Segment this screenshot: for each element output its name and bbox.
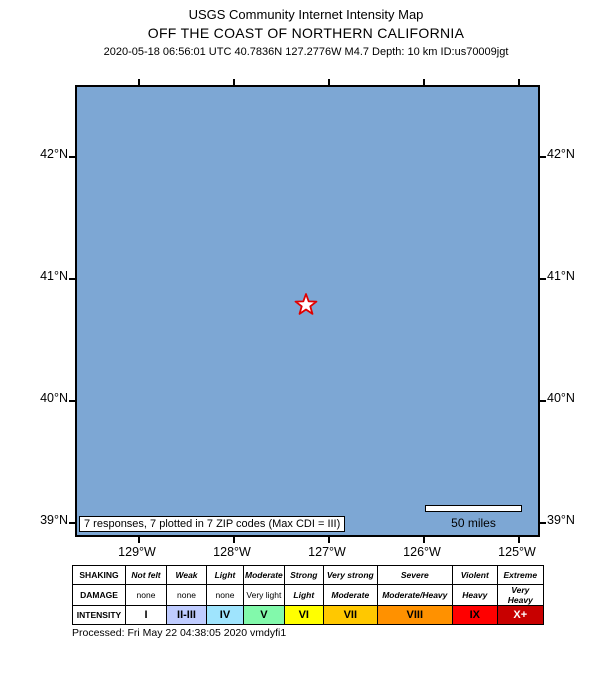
intensity-legend-table: SHAKING Not felt Weak Light Moderate Str…	[72, 565, 544, 625]
lat-label-right: 41°N	[547, 269, 575, 283]
legend-row-shaking: SHAKING Not felt Weak Light Moderate Str…	[72, 565, 544, 585]
legend-damage-cell: Moderate/Heavy	[376, 584, 453, 606]
legend-shaking-cell: Weak	[166, 565, 207, 585]
legend-damage-cell: Heavy	[451, 584, 498, 606]
lon-tick	[518, 79, 520, 85]
epicenter-star-icon	[294, 293, 318, 317]
legend-intensity-cell: VII	[322, 605, 378, 625]
legend-intensity-cell: X+	[496, 605, 544, 625]
legend-intensity-cell: VI	[283, 605, 324, 625]
lat-label-right: 40°N	[547, 391, 575, 405]
legend-row-label: SHAKING	[72, 565, 126, 585]
legend-shaking-cell: Severe	[376, 565, 453, 585]
map-scale-bar	[425, 505, 522, 512]
legend-damage-cell: none	[206, 584, 244, 606]
legend-shaking-cell: Strong	[283, 565, 324, 585]
legend-damage-cell: Light	[283, 584, 324, 606]
event-info-line: 2020-05-18 06:56:01 UTC 40.7836N 127.277…	[103, 46, 509, 58]
legend-shaking-cell: Moderate	[243, 565, 285, 585]
legend-row-damage: DAMAGE none none none Very light Light M…	[72, 584, 544, 606]
lon-tick	[518, 537, 520, 543]
lon-tick	[328, 79, 330, 85]
lat-tick	[540, 522, 546, 524]
lon-label: 126°W	[403, 545, 441, 559]
lat-tick	[69, 400, 75, 402]
lat-label-left: 39°N	[40, 513, 68, 527]
lon-tick	[233, 79, 235, 85]
map-canvas: 7 responses, 7 plotted in 7 ZIP codes (M…	[69, 79, 546, 543]
lat-tick	[69, 522, 75, 524]
legend-row-label: INTENSITY	[72, 605, 126, 625]
legend-row-intensity: INTENSITY I II-III IV V VI VII VIII IX X…	[72, 605, 544, 625]
legend-shaking-cell: Extreme	[496, 565, 544, 585]
legend-shaking-cell: Very strong	[322, 565, 378, 585]
processed-timestamp: Processed: Fri May 22 04:38:05 2020 vmdy…	[72, 627, 287, 639]
legend-damage-cell: none	[125, 584, 167, 606]
lon-label: 125°W	[498, 545, 536, 559]
legend-damage-cell: Very Heavy	[496, 584, 544, 606]
event-region-title: OFF THE COAST OF NORTHERN CALIFORNIA	[147, 25, 465, 41]
legend-shaking-cell: Violent	[451, 565, 498, 585]
lon-tick	[138, 537, 140, 543]
responses-summary-box: 7 responses, 7 plotted in 7 ZIP codes (M…	[79, 516, 346, 532]
legend-intensity-cell: VIII	[376, 605, 453, 625]
page-title: USGS Community Internet Intensity Map	[188, 7, 424, 22]
lon-label: 128°W	[213, 545, 251, 559]
legend-damage-cell: none	[166, 584, 207, 606]
lat-label-right: 42°N	[547, 147, 575, 161]
legend-row-label: DAMAGE	[72, 584, 126, 606]
legend-damage-cell: Very light	[243, 584, 285, 606]
lat-tick	[540, 156, 546, 158]
legend-damage-cell: Moderate	[322, 584, 378, 606]
lon-tick	[233, 537, 235, 543]
lat-label-right: 39°N	[547, 513, 575, 527]
lat-tick	[69, 278, 75, 280]
legend-intensity-cell: I	[125, 605, 167, 625]
legend-shaking-cell: Light	[206, 565, 244, 585]
lon-tick	[138, 79, 140, 85]
lon-tick	[423, 79, 425, 85]
lat-tick	[540, 278, 546, 280]
legend-shaking-cell: Not felt	[125, 565, 167, 585]
lat-tick	[540, 400, 546, 402]
lat-tick	[69, 156, 75, 158]
lat-label-left: 42°N	[40, 147, 68, 161]
lon-label: 127°W	[308, 545, 346, 559]
legend-intensity-cell: V	[243, 605, 285, 625]
legend-intensity-cell: IX	[451, 605, 498, 625]
legend-intensity-cell: II-III	[166, 605, 207, 625]
lat-label-left: 41°N	[40, 269, 68, 283]
legend-intensity-cell: IV	[206, 605, 244, 625]
lon-label: 129°W	[118, 545, 156, 559]
map-scale-label: 50 miles	[451, 516, 496, 530]
lon-tick	[423, 537, 425, 543]
lon-tick	[328, 537, 330, 543]
lat-label-left: 40°N	[40, 391, 68, 405]
